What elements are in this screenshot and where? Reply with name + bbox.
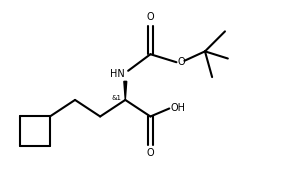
Polygon shape [124, 81, 127, 100]
Text: O: O [178, 57, 186, 67]
Text: O: O [147, 12, 154, 22]
Text: O: O [147, 149, 154, 158]
Text: HN: HN [110, 69, 125, 79]
Text: &1: &1 [112, 96, 122, 101]
Text: OH: OH [171, 104, 185, 113]
